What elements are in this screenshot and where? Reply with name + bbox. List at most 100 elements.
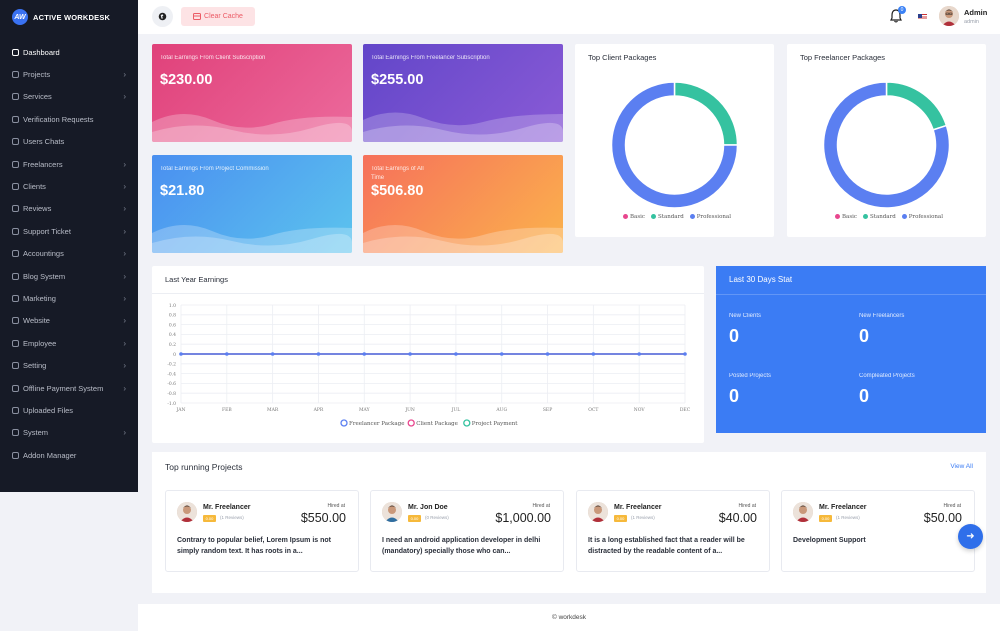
legend-standard[interactable]: Standard bbox=[650, 214, 684, 220]
sidebar-item-accountings[interactable]: Accountings › bbox=[0, 243, 138, 265]
stat-label-posted-projects: Posted Projects bbox=[729, 373, 772, 379]
data-point[interactable] bbox=[545, 352, 550, 356]
hired-price: $50.00 bbox=[923, 511, 962, 525]
legend-marker[interactable] bbox=[340, 419, 348, 427]
project-card[interactable]: Mr. Freelancer 0.00 (1 Reviews) Hired at $50… bbox=[781, 490, 975, 572]
legend-marker[interactable] bbox=[463, 419, 471, 427]
brand-name: ACTIVE WORKDESK bbox=[33, 12, 111, 22]
legend-professional[interactable]: Professional bbox=[901, 214, 943, 220]
sidebar-item-blog-system[interactable]: Blog System › bbox=[0, 265, 138, 287]
legend-basic[interactable]: Basic bbox=[835, 214, 857, 220]
earning-label: Total Earnings From Project Commission bbox=[160, 166, 269, 172]
chevron-right-icon: › bbox=[123, 204, 126, 214]
globe-icon bbox=[12, 317, 19, 325]
x-tick-label: OCT bbox=[588, 407, 598, 413]
admin-role: admin bbox=[964, 19, 979, 25]
legend-label: Professional bbox=[696, 214, 731, 220]
standard-dot bbox=[650, 214, 656, 219]
freelancer-name: Mr. Freelancer bbox=[203, 504, 251, 511]
earnings-chart-title: Last Year Earnings bbox=[165, 275, 228, 284]
view-all-link[interactable]: View All bbox=[950, 463, 973, 470]
stat-value-new-clients: 0 bbox=[729, 326, 740, 346]
legend-label: Basic bbox=[842, 214, 857, 220]
sidebar-item-label: Support Ticket bbox=[23, 226, 71, 236]
legend-basic[interactable]: Basic bbox=[623, 214, 645, 220]
project-card[interactable]: Mr. Freelancer 0.00 (1 Reviews) Hired at $55… bbox=[165, 490, 359, 572]
sidebar-item-offline-payment-system[interactable]: Offline Payment System › bbox=[0, 377, 138, 399]
top-running-projects: Top running Projects View All Mr. Freela… bbox=[152, 452, 986, 593]
sidebar-item-uploaded-files[interactable]: Uploaded Files bbox=[0, 399, 138, 421]
project-card[interactable]: Mr. Freelancer 0.00 (1 Reviews) Hired at $40… bbox=[576, 490, 770, 572]
sidebar-item-system[interactable]: System › bbox=[0, 422, 138, 444]
us-flag-icon[interactable] bbox=[918, 14, 927, 20]
next-arrow-button[interactable]: ➜ bbox=[958, 524, 983, 549]
brand-logo[interactable]: AW ACTIVE WORKDESK bbox=[12, 9, 110, 25]
data-point[interactable] bbox=[362, 352, 367, 356]
clear-cache-button[interactable]: Clear Cache bbox=[181, 7, 255, 26]
legend-standard[interactable]: Standard bbox=[862, 214, 896, 220]
sidebar-item-dashboard[interactable]: Dashboard bbox=[0, 41, 138, 63]
data-point[interactable] bbox=[316, 352, 321, 356]
data-point[interactable] bbox=[179, 352, 183, 356]
y-tick-label: -1.0 bbox=[167, 401, 176, 407]
slice-standard[interactable] bbox=[885, 81, 948, 131]
slice-professional[interactable] bbox=[610, 81, 739, 209]
earning-card-client-subscription: Total Earnings From Client Subscription … bbox=[152, 44, 352, 142]
client-packages-card: Top Client Packages Basic Standard Profe… bbox=[575, 44, 774, 237]
sidebar-item-marketing[interactable]: Marketing › bbox=[0, 287, 138, 309]
earning-card-freelancer-subscription: Total Earnings From Freelancer Subscript… bbox=[363, 44, 563, 142]
sidebar-item-label: Blog System bbox=[23, 271, 66, 281]
reviews-count: (1 Reviews) bbox=[631, 515, 655, 520]
slice-standard[interactable] bbox=[673, 81, 739, 146]
sidebar-item-clients[interactable]: Clients › bbox=[0, 175, 138, 197]
sidebar-item-website[interactable]: Website › bbox=[0, 310, 138, 332]
data-point[interactable] bbox=[683, 352, 687, 356]
cache-icon bbox=[193, 13, 202, 20]
sidebar-item-reviews[interactable]: Reviews › bbox=[0, 198, 138, 220]
chevron-right-icon: › bbox=[123, 316, 126, 326]
data-point[interactable] bbox=[225, 352, 229, 356]
legend-label: Standard bbox=[657, 214, 684, 220]
freelancer-avatar bbox=[588, 502, 608, 522]
sidebar-item-label: Offline Payment System bbox=[23, 383, 104, 393]
sidebar-item-verification-requests[interactable]: Verification Requests bbox=[0, 108, 138, 130]
stat-label-new-clients: New Clients bbox=[729, 313, 762, 319]
language-button[interactable] bbox=[152, 6, 173, 27]
stat-value-posted-projects: 0 bbox=[729, 386, 740, 406]
legend-professional[interactable]: Professional bbox=[689, 214, 731, 220]
notification-badge: 0 bbox=[898, 6, 906, 14]
legend-marker[interactable] bbox=[407, 419, 415, 427]
data-point[interactable] bbox=[591, 352, 596, 356]
x-tick-label: APR bbox=[313, 407, 324, 413]
sidebar-item-employee[interactable]: Employee › bbox=[0, 332, 138, 354]
sidebar-item-label: Website bbox=[23, 316, 50, 326]
stat-label-completed-projects: Compleated Projects bbox=[859, 373, 915, 379]
data-point[interactable] bbox=[637, 352, 641, 356]
client-packages-legend: Basic Standard Professional bbox=[623, 214, 731, 220]
sidebar-item-freelancers[interactable]: Freelancers › bbox=[0, 153, 138, 175]
sidebar-item-projects[interactable]: Projects › bbox=[0, 63, 138, 85]
chevron-right-icon: › bbox=[123, 293, 126, 303]
standard-dot bbox=[862, 214, 868, 219]
logo-mark: AW bbox=[12, 9, 28, 25]
sidebar-item-services[interactable]: Services › bbox=[0, 86, 138, 108]
x-tick-label: MAR bbox=[267, 407, 279, 413]
stat-value-new-freelancers: 0 bbox=[859, 326, 870, 346]
hired-price: $550.00 bbox=[300, 511, 346, 525]
sidebar-item-setting[interactable]: Setting › bbox=[0, 354, 138, 376]
data-point[interactable] bbox=[408, 352, 412, 356]
freelancer-avatar bbox=[793, 502, 813, 522]
wave-decoration bbox=[152, 224, 352, 253]
home-icon bbox=[12, 48, 19, 56]
data-point[interactable] bbox=[454, 352, 458, 356]
slice-professional[interactable] bbox=[822, 81, 951, 209]
client-packages-donut bbox=[610, 81, 739, 209]
sidebar-item-users-chats[interactable]: Users Chats bbox=[0, 131, 138, 153]
data-point[interactable] bbox=[499, 352, 504, 356]
last-30-days-stat-card: Last 30 Days Stat New Clients 0 New Free… bbox=[716, 266, 986, 433]
project-card[interactable]: Mr. Jon Doe 0.00 (0 Reviews) Hired at $1,000… bbox=[370, 490, 564, 572]
admin-avatar[interactable] bbox=[939, 6, 959, 26]
sidebar-item-addon-manager[interactable]: Addon Manager bbox=[0, 444, 138, 466]
data-point[interactable] bbox=[270, 352, 275, 356]
sidebar-item-support-ticket[interactable]: Support Ticket › bbox=[0, 220, 138, 242]
